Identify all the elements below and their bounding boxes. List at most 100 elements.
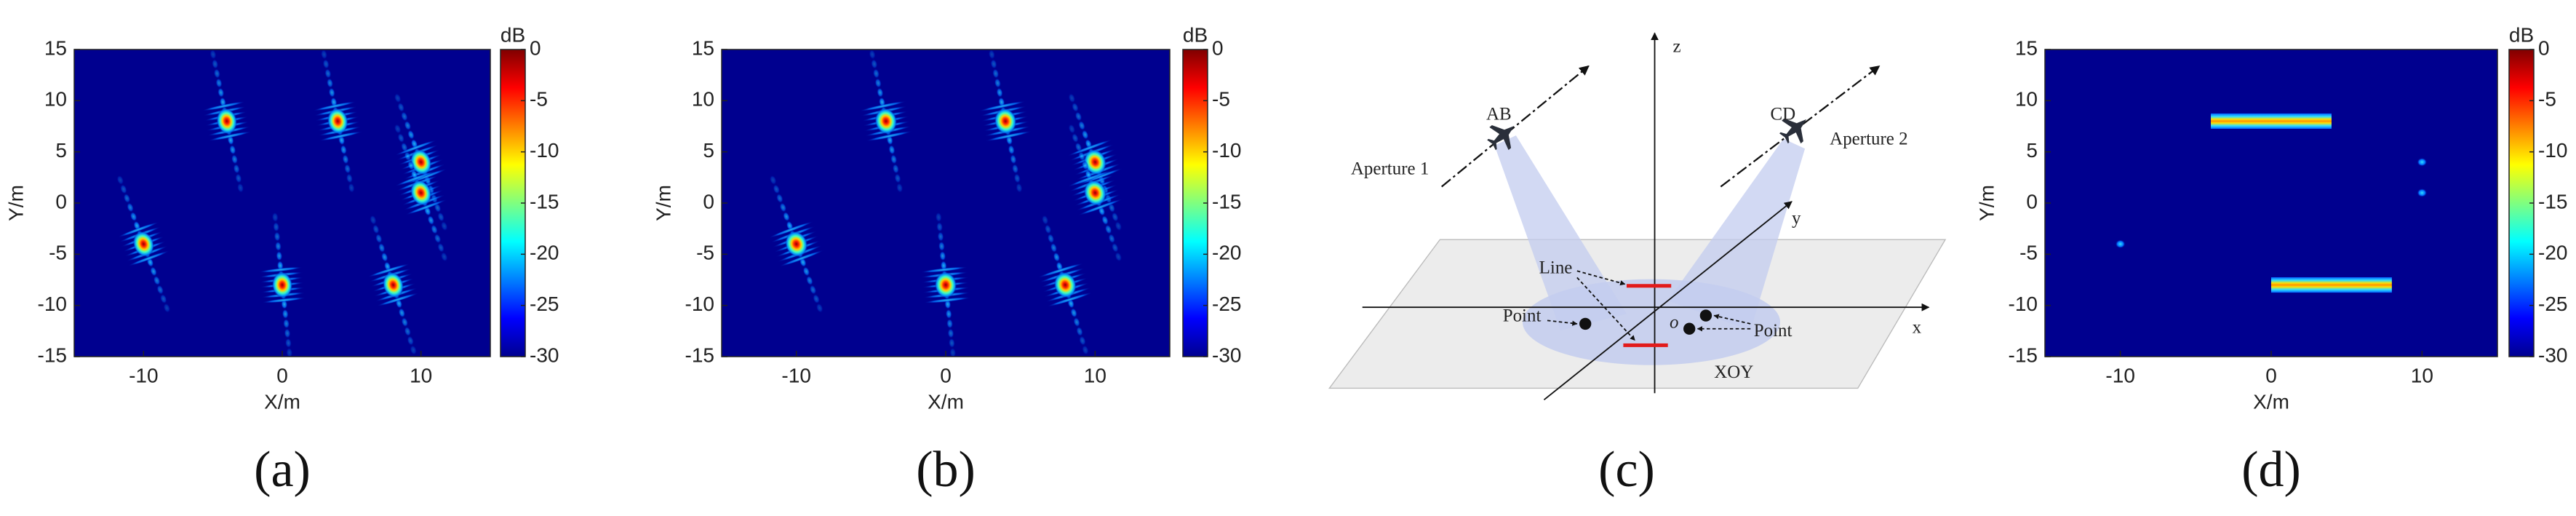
sidelobe xyxy=(1082,345,1089,355)
sidelobe xyxy=(1013,173,1021,183)
point-target xyxy=(1579,317,1592,330)
fringe xyxy=(394,170,437,186)
fringe xyxy=(859,100,906,111)
origin-label: o xyxy=(1670,313,1678,333)
z-label: z xyxy=(1673,37,1681,57)
sidelobe xyxy=(992,68,1000,79)
sidelobe xyxy=(802,266,810,277)
fringe xyxy=(376,293,419,306)
sidelobe xyxy=(394,124,402,134)
beam-1 xyxy=(1494,135,1627,330)
sidelobe xyxy=(1111,242,1119,253)
sidelobe xyxy=(874,78,882,89)
sidelobe xyxy=(123,193,131,204)
x-tick-label: 10 xyxy=(1084,364,1106,386)
y-tick-label: 10 xyxy=(692,88,714,111)
colorbar-tick-label: -5 xyxy=(1212,88,1230,111)
sidelobe xyxy=(156,285,164,295)
x-tick-label: 10 xyxy=(410,364,432,386)
fringe xyxy=(261,297,306,303)
sidelobe xyxy=(235,173,242,183)
sidelobe xyxy=(1104,224,1112,234)
fringe xyxy=(117,221,159,238)
target xyxy=(768,175,824,313)
sidelobe xyxy=(404,151,412,162)
image-layer xyxy=(116,49,448,357)
sidelobe xyxy=(218,87,225,98)
sidelobe xyxy=(153,275,161,286)
sidelobe xyxy=(372,224,380,234)
point-target xyxy=(2115,239,2126,249)
y-tick-label: -15 xyxy=(38,344,67,366)
y-tick-label: -10 xyxy=(685,293,714,315)
y-tick-label: -10 xyxy=(38,293,67,315)
sidelobe xyxy=(937,231,944,242)
x-axis-label: X/m xyxy=(928,390,964,413)
sidelobe xyxy=(1050,242,1058,253)
y-label: y xyxy=(1792,209,1801,229)
point-target xyxy=(2417,157,2428,167)
colorbar-tick-label: -25 xyxy=(1212,293,1241,315)
sidelobe xyxy=(1111,212,1119,222)
sidelobe xyxy=(116,175,124,186)
mainlobe xyxy=(382,271,404,298)
sidelobe xyxy=(1010,154,1017,164)
sidelobe xyxy=(1101,215,1109,226)
sidelobe xyxy=(284,328,291,338)
sidelobe xyxy=(380,252,388,263)
sidelobe xyxy=(936,221,944,232)
y-tick-label: -5 xyxy=(696,242,714,264)
sidelobe xyxy=(407,336,415,346)
sidelobe xyxy=(397,132,405,143)
sidelobe xyxy=(1081,160,1089,171)
y-tick-label: 0 xyxy=(703,190,714,213)
x-tick-label: 0 xyxy=(2265,364,2277,386)
sidelobe xyxy=(233,164,240,174)
sidelobe xyxy=(1047,233,1055,244)
sidelobe xyxy=(163,303,171,313)
sidelobe xyxy=(407,160,415,171)
pointer xyxy=(1576,270,1626,286)
colorbar-tick-label: 0 xyxy=(530,36,541,59)
y-tick-label: 15 xyxy=(44,36,67,59)
sidelobe xyxy=(398,308,406,318)
sidelobe xyxy=(1008,144,1015,155)
fringe xyxy=(1067,139,1113,156)
sidelobe xyxy=(427,215,435,226)
fringe xyxy=(768,221,814,239)
sidelobe xyxy=(1081,130,1089,140)
sidelobe xyxy=(949,347,957,357)
sidelobe xyxy=(274,241,282,252)
sidelobe xyxy=(320,49,328,60)
aircraft-1 xyxy=(1487,124,1515,151)
colorbar-tick-label: -30 xyxy=(530,344,559,366)
sidelobe xyxy=(410,345,417,355)
target xyxy=(367,215,419,355)
sidelobe xyxy=(994,78,1002,89)
image-layer xyxy=(2115,113,2428,293)
fringe xyxy=(319,131,363,141)
x-label: x xyxy=(1913,317,1922,337)
sidelobe xyxy=(120,184,127,194)
mainlobe xyxy=(271,271,293,298)
y-tick-label: -5 xyxy=(49,242,67,264)
mainlobe xyxy=(784,231,808,258)
sidelobe xyxy=(375,233,383,244)
sidelobe xyxy=(431,224,438,234)
sidelobe xyxy=(1114,252,1122,262)
sidelobe xyxy=(437,242,444,253)
sidelobe xyxy=(1076,326,1083,337)
pointer xyxy=(1576,277,1635,341)
y-tick-label: 15 xyxy=(2015,36,2038,59)
x-tick-label: -10 xyxy=(129,364,158,386)
mainlobe xyxy=(410,148,432,175)
fringe xyxy=(1047,292,1093,307)
panel-label: (d) xyxy=(2241,442,2301,498)
colorbar-tick-label: 0 xyxy=(2538,36,2550,59)
sidelobe xyxy=(322,59,330,69)
fringe xyxy=(985,130,1032,142)
fringe xyxy=(1037,263,1084,278)
sidelobe xyxy=(324,68,332,79)
sidelobe xyxy=(404,326,412,337)
sidelobe xyxy=(274,231,281,242)
